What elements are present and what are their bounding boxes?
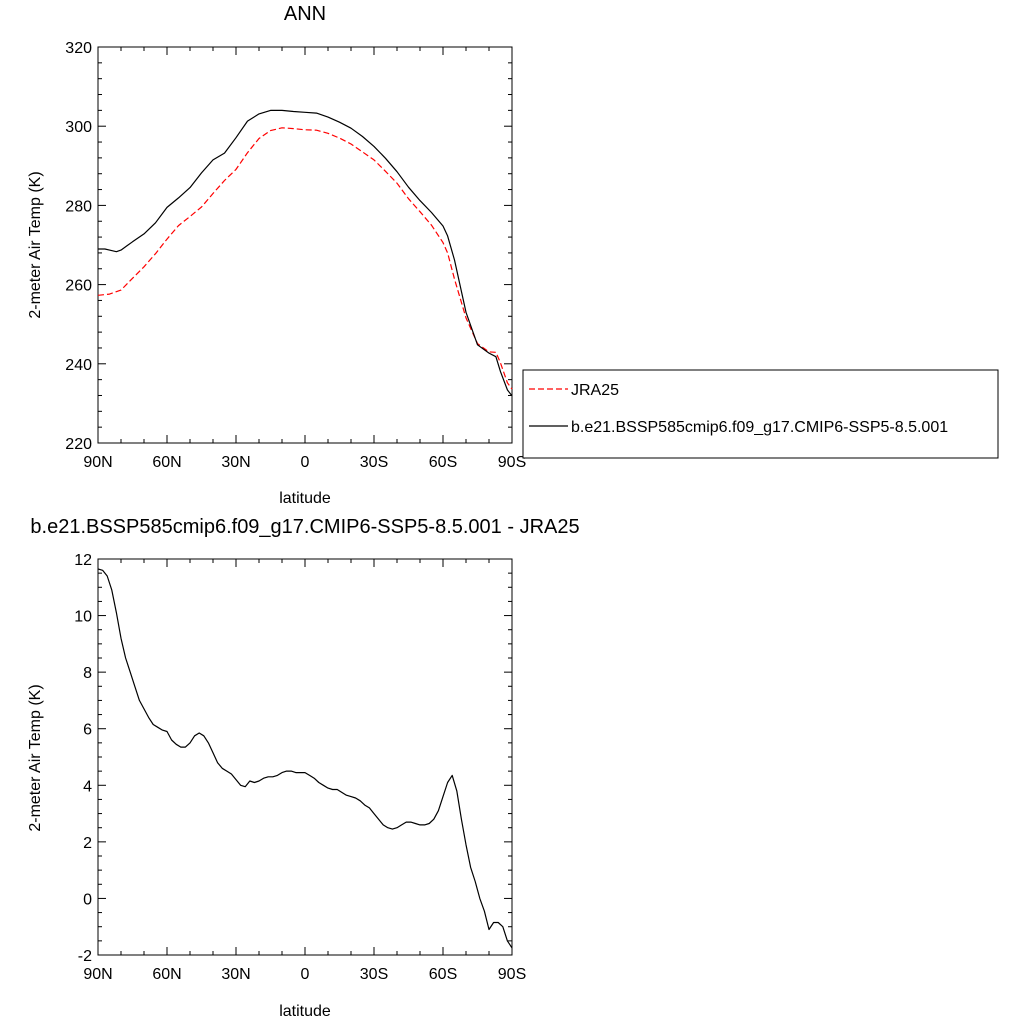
series-line-difference	[97, 568, 513, 949]
y-tick-label: 240	[65, 357, 92, 374]
x-tick-label: 60N	[152, 454, 181, 471]
x-tick-label: 90S	[498, 454, 526, 471]
x-tick-label: 60N	[152, 966, 181, 983]
axis-ticks: 220 240 260 280 300 320 90N 60N 30N 0 30S 60S 90S	[65, 40, 526, 471]
x-tick-label: 90N	[83, 454, 112, 471]
legend-label: b.e21.BSSP585cmip6.f09_g17.CMIP6-SSP5-8.…	[571, 419, 948, 436]
x-tick-label: 0	[301, 454, 310, 471]
panel-annual-mean: ANN 2-meter Air Temp (K) latitude 220 240…	[27, 3, 999, 507]
legend-label: JRA25	[571, 382, 619, 399]
y-tick-label: 320	[65, 40, 92, 57]
series-group	[97, 109, 513, 397]
legend: JRA25 b.e21.BSSP585cmip6.f09_g17.CMIP6-S…	[522, 369, 999, 459]
y-tick-label: 220	[65, 436, 92, 453]
plot-frame	[97, 558, 513, 956]
x-tick-label: 30S	[360, 454, 388, 471]
y-axis-label: 2-meter Air Temp (K)	[27, 171, 44, 318]
x-tick-label: 60S	[429, 454, 457, 471]
y-tick-label: 12	[74, 552, 92, 569]
chart-title: b.e21.BSSP585cmip6.f09_g17.CMIP6-SSP5-8.…	[30, 516, 579, 538]
y-tick-label: -2	[78, 948, 92, 965]
series-line-jra25	[97, 127, 513, 390]
x-tick-label: 60S	[429, 966, 457, 983]
legend-box	[522, 369, 999, 459]
panel-difference: b.e21.BSSP585cmip6.f09_g17.CMIP6-SSP5-8.…	[27, 516, 580, 1020]
y-tick-label: 0	[83, 891, 92, 908]
y-tick-label: 2	[83, 835, 92, 852]
y-tick-label: 280	[65, 198, 92, 215]
x-axis-label: latitude	[279, 490, 331, 507]
x-tick-label: 0	[301, 966, 310, 983]
x-tick-label: 90S	[498, 966, 526, 983]
y-tick-label: 6	[83, 722, 92, 739]
axis-ticks: -2 0 2 4 6 8 10 12 90N 60N 30N 0 30S 60S 90S	[74, 552, 526, 983]
x-tick-label: 30N	[221, 966, 250, 983]
y-tick-label: 10	[74, 609, 92, 626]
x-tick-label: 30N	[221, 454, 250, 471]
y-tick-label: 8	[83, 665, 92, 682]
chart-title: ANN	[284, 3, 326, 25]
series-line-model	[98, 109, 513, 397]
x-tick-label: 90N	[83, 966, 112, 983]
x-axis-label: latitude	[279, 1003, 331, 1020]
y-tick-label: 260	[65, 278, 92, 295]
series-group	[97, 568, 513, 949]
x-tick-label: 30S	[360, 966, 388, 983]
y-axis-label: 2-meter Air Temp (K)	[27, 684, 44, 831]
y-tick-label: 300	[65, 119, 92, 136]
y-tick-label: 4	[83, 778, 92, 795]
